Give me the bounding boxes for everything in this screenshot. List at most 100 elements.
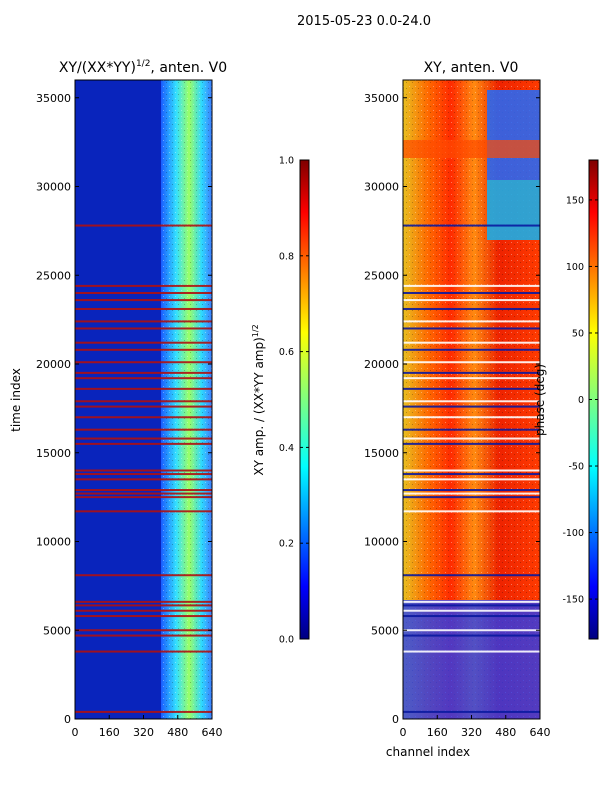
amplitude-y-tick-label: 5000 — [43, 624, 71, 637]
amplitude-flag-row — [75, 574, 212, 577]
amplitude-flag-row — [75, 307, 212, 310]
amplitude-flag-row — [75, 361, 212, 364]
phase-colorbar-ticks: -150 -100 -50 0 50 100 150 — [562, 195, 598, 606]
amplitude-flag-row — [75, 600, 212, 603]
phase-flag-row — [403, 387, 540, 390]
phase-flag-row — [403, 371, 540, 374]
amplitude-flag-row — [75, 478, 212, 481]
phase-flag-row — [403, 710, 540, 713]
phase-y-tick-label: 25000 — [364, 269, 399, 282]
amplitude-colorbar-tick-label: 0.0 — [279, 635, 294, 646]
amplitude-colorbar-tick-label: 0.2 — [279, 539, 294, 550]
phase-flag-row — [403, 492, 540, 495]
phase-flag-row — [403, 341, 540, 344]
phase-colorbar-tick-label: -50 — [568, 462, 584, 473]
phase-flag-row — [403, 634, 540, 637]
amplitude-flag-row — [75, 710, 212, 713]
phase-flag-row — [403, 604, 540, 607]
amplitude-x-tick-label: 0 — [72, 726, 79, 739]
amplitude-flag-row — [75, 489, 212, 492]
phase-flag-row — [403, 489, 540, 492]
amplitude-flag-row — [75, 416, 212, 419]
amplitude-colorbar-tick-label: 0.4 — [279, 443, 294, 454]
amplitude-y-tick-label: 25000 — [36, 269, 71, 282]
phase-y-tick-label: 10000 — [364, 536, 399, 549]
amplitude-y-tick-label: 10000 — [36, 536, 71, 549]
phase-flag-row — [403, 615, 540, 618]
amplitude-flag-row — [75, 629, 212, 632]
phase-x-tick-label: 320 — [461, 726, 482, 739]
amplitude-x-tick-label: 160 — [99, 726, 120, 739]
amplitude-flag-row — [75, 604, 212, 607]
phase-flag-row — [403, 361, 540, 364]
amplitude-flag-row — [75, 650, 212, 653]
phase-flag-row — [403, 405, 540, 408]
amplitude-flag-row — [75, 348, 212, 351]
figure-suptitle: 2015-05-23 0.0-24.0 — [297, 14, 431, 29]
amplitude-flag-row — [75, 615, 212, 618]
phase-y-tick-label: 5000 — [371, 624, 399, 637]
phase-y-ticks: 0 5000 10000 15000 20000 25000 30000 35000 — [364, 92, 540, 726]
phase-flag-row — [403, 629, 540, 632]
amplitude-flag-row — [75, 469, 212, 472]
phase-flag-row — [403, 437, 540, 440]
amplitude-y-tick-label: 30000 — [36, 181, 71, 194]
phase-flag-row — [403, 307, 540, 310]
amplitude-flag-row — [75, 224, 212, 227]
amplitude-colorbar: 0.0 0.2 0.4 0.6 0.8 1.0 XY amp. / (XX*YY amp)… — [251, 156, 310, 646]
phase-y-tick-label: 30000 — [364, 181, 399, 194]
phase-colorbar-tick-label: 0 — [578, 395, 584, 406]
amplitude-flagged-rows — [75, 224, 212, 713]
phase-flag-row — [403, 377, 540, 380]
amplitude-y-tick-label: 20000 — [36, 358, 71, 371]
amplitude-flag-row — [75, 609, 212, 612]
amplitude-flag-row — [75, 405, 212, 408]
phase-x-tick-label: 0 — [400, 726, 407, 739]
amplitude-flag-row — [75, 510, 212, 513]
phase-colorbar-label: phase (deg) — [533, 364, 547, 436]
amplitude-flag-row — [75, 320, 212, 323]
phase-colorbar-tick-label: -100 — [562, 528, 584, 539]
amplitude-heatmap — [75, 80, 212, 719]
phase-y-tick-label: 20000 — [364, 358, 399, 371]
phase-colorbar-tick-label: 150 — [566, 195, 584, 206]
phase-flag-row — [403, 609, 540, 612]
amplitude-flag-row — [75, 327, 212, 330]
amplitude-y-ticks: 0 5000 10000 15000 20000 25000 30000 35000 — [36, 92, 212, 726]
phase-flag-row — [403, 416, 540, 419]
amplitude-flag-row — [75, 341, 212, 344]
phase-flag-row — [403, 650, 540, 653]
amplitude-y-tick-label: 15000 — [36, 447, 71, 460]
amplitude-colorbar-tick-label: 1.0 — [279, 156, 294, 167]
phase-flag-row — [403, 600, 540, 603]
amplitude-flag-row — [75, 428, 212, 431]
amplitude-x-tick-label: 480 — [167, 726, 188, 739]
amplitude-flag-row — [75, 292, 212, 294]
phase-flag-row — [403, 224, 540, 227]
phase-flag-row — [403, 327, 540, 330]
amplitude-colorbar-gradient — [299, 159, 310, 640]
amplitude-flag-row — [75, 492, 212, 495]
amplitude-x-ticks: 0 160 320 480 640 — [72, 715, 223, 739]
amplitude-panel: XY/(XX*YY)1/2, anten. V0 0 5000 10000 15000… — [9, 59, 227, 739]
phase-colorbar-tick-label: 100 — [566, 262, 584, 273]
amplitude-y-tick-label: 0 — [64, 713, 71, 726]
phase-x-axis-label: channel index — [386, 745, 470, 759]
phase-flag-row — [403, 299, 540, 302]
amplitude-flag-row — [75, 473, 212, 476]
amplitude-x-tick-label: 320 — [133, 726, 154, 739]
phase-panel: XY, anten. V0 0 5000 10000 15000 20000 25000 3… — [364, 60, 551, 759]
amplitude-flag-row — [75, 284, 212, 287]
amplitude-colorbar-tick-label: 0.6 — [279, 347, 294, 358]
phase-x-tick-label: 640 — [530, 726, 551, 739]
amplitude-y-tick-label: 35000 — [36, 92, 71, 105]
amplitude-flag-row — [75, 442, 212, 445]
amplitude-flag-row — [75, 400, 212, 403]
phase-flag-row — [403, 400, 540, 403]
amplitude-flag-row — [75, 634, 212, 637]
amplitude-flag-row — [75, 496, 212, 499]
phase-flag-row — [403, 320, 540, 323]
phase-flag-row — [403, 292, 540, 294]
phase-flag-row — [403, 348, 540, 351]
